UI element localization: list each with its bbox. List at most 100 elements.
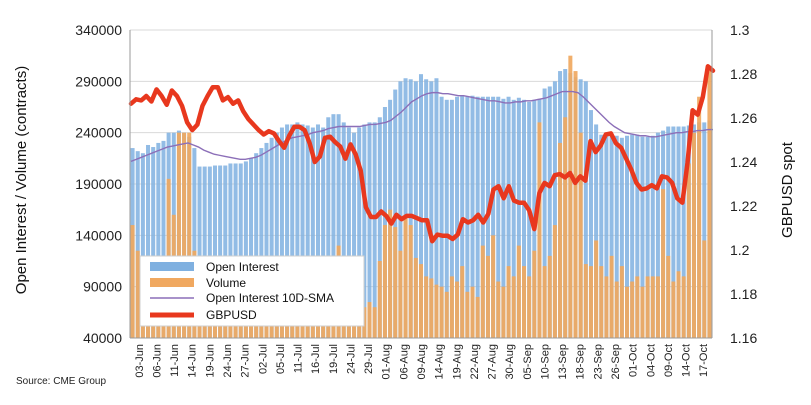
- left-axis-ticks: 40000 90000 140000 190000 240000 290000 340000: [75, 22, 122, 346]
- open-interest-bar: [300, 124, 305, 338]
- open-interest-bar: [640, 136, 645, 338]
- volume-bar: [403, 214, 408, 338]
- right-axis-title: GBPUSD spot: [779, 141, 796, 238]
- open-interest-bar: [321, 127, 326, 338]
- open-interest-bar: [645, 136, 650, 338]
- open-interest-bar: [305, 125, 310, 338]
- left-axis-tick-label: 40000: [83, 330, 122, 346]
- gbpusd-line: [128, 64, 716, 244]
- open-interest-bar: [444, 99, 449, 338]
- open-interest-bar: [382, 107, 387, 338]
- open-interest-bar: [424, 79, 429, 338]
- volume-bar: [630, 281, 635, 338]
- x-axis-tick-label: 06-Aug: [398, 344, 410, 379]
- open-interest-bar: [367, 122, 372, 339]
- legend-label-gbpusd: GBPUSD: [206, 308, 257, 322]
- open-interest-bar: [279, 127, 284, 338]
- volume-bar: [558, 142, 563, 338]
- volume-bar: [511, 276, 516, 338]
- volume-bar: [475, 296, 480, 338]
- volume-bar: [506, 266, 511, 338]
- open-interest-bar: [418, 74, 424, 339]
- volume-bar: [501, 286, 506, 338]
- open-interest-bar: [681, 126, 686, 338]
- open-interest-bar: [192, 148, 197, 338]
- open-interest-bar: [212, 165, 217, 338]
- volume-bar: [625, 286, 630, 338]
- volume-bar: [491, 235, 496, 338]
- x-axis-tick-label: 30-Aug: [504, 344, 516, 379]
- open-interest-bar: [223, 165, 228, 338]
- open-interest-bar: [470, 95, 475, 339]
- x-axis-tick-label: 02-Jul: [257, 344, 269, 374]
- volume-bar: [671, 281, 676, 338]
- volume-bar: [413, 257, 418, 338]
- volume-bar: [382, 225, 387, 338]
- volume-bar: [594, 240, 599, 338]
- open-interest-bar: [506, 96, 511, 338]
- volume-bar: [470, 286, 475, 338]
- open-interest-bar: [439, 96, 444, 338]
- volume-bar: [604, 276, 609, 338]
- volume-bar: [691, 132, 696, 338]
- open-interest-bar: [527, 101, 532, 339]
- x-axis-tick-label: 05-Sep: [522, 344, 534, 379]
- open-interest-bar: [650, 135, 655, 338]
- right-axis-tick-label: 1.3: [730, 22, 750, 38]
- x-axis-tick-label: 13-Sep: [557, 344, 569, 379]
- open-interest-bar: [197, 166, 202, 338]
- open-interest-bar: [635, 134, 640, 338]
- open-interest-bar: [140, 153, 145, 338]
- open-interest-bar: [336, 114, 341, 338]
- open-interest-bar: [398, 81, 403, 338]
- open-interest-bar: [460, 95, 465, 339]
- x-axis-tick-label: 10-Sep: [540, 344, 552, 379]
- volume-bar: [393, 227, 398, 338]
- x-axis-ticks: 03-Jun 06-Jun 11-Jun 14-Jun 19-Jun 24-Jun 27-J…: [134, 344, 710, 379]
- x-axis-tick-label: 09-Aug: [416, 344, 428, 379]
- open-interest-bar: [552, 81, 557, 338]
- open-interest-bar: [542, 88, 547, 339]
- right-axis-tick-label: 1.26: [730, 110, 757, 126]
- legend-label-open-interest: Open Interest: [206, 260, 279, 274]
- volume-bar: [568, 55, 573, 339]
- volume-bar: [182, 132, 187, 338]
- legend: Open Interest Volume Open Interest 10D-S…: [139, 255, 365, 327]
- open-interest-bar: [341, 122, 346, 339]
- right-axis-tick-label: 1.22: [730, 198, 757, 214]
- volume-bar: [681, 276, 686, 338]
- open-interest-bar: [496, 96, 501, 338]
- x-axis-tick-label: 24-Jun: [222, 344, 234, 378]
- left-axis-title: Open Interest / Volume (contracts): [13, 66, 30, 294]
- x-axis-tick-label: 19-Jun: [204, 344, 216, 378]
- open-interest-bar: [146, 144, 151, 338]
- open-interest-bar: [604, 135, 609, 338]
- open-interest-bar: [614, 135, 619, 338]
- open-interest-bar: [285, 124, 290, 338]
- x-axis-tick-label: 05-Jul: [275, 344, 287, 374]
- volume-bar: [619, 266, 624, 338]
- volume-bar: [398, 250, 403, 338]
- x-axis-tick-label: 06-Jun: [152, 344, 164, 378]
- volume-bar: [418, 264, 424, 338]
- volume-bar: [578, 132, 583, 338]
- open-interest-bar: [151, 147, 156, 338]
- x-axis-tick-label: 01-Aug: [381, 344, 393, 379]
- volume-bar: [697, 96, 702, 338]
- volume-bar: [645, 276, 650, 338]
- left-axis-tick-label: 90000: [83, 279, 122, 295]
- volume-bar: [465, 291, 470, 338]
- open-interest-bar: [594, 124, 599, 338]
- open-interest-bar: [547, 86, 552, 338]
- volume-bar: [542, 266, 547, 338]
- left-axis-tick-label: 340000: [75, 22, 122, 38]
- open-interest-bar: [583, 81, 588, 338]
- volume-bar: [686, 163, 691, 338]
- volume-bar: [485, 255, 490, 338]
- open-interest-bar: [671, 126, 676, 338]
- open-interest-bar: [264, 142, 269, 338]
- open-interest-bar: [491, 96, 496, 338]
- open-interest-bar: [403, 78, 408, 338]
- open-interest-bar: [501, 98, 506, 338]
- volume-bar: [599, 266, 604, 338]
